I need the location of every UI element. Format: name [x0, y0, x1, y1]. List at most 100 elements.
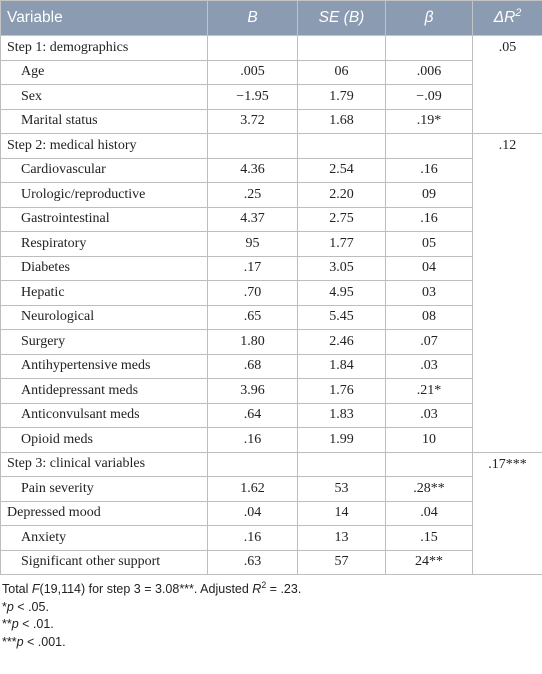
text: ** [2, 617, 12, 631]
value-cell: 1.99 [297, 427, 386, 453]
value-cell: .17 [207, 255, 298, 281]
value-cell: 03 [385, 280, 473, 306]
empty-cell [207, 35, 298, 61]
data-row: Age .005 06.006 [0, 59, 542, 85]
text: < .01. [18, 617, 54, 631]
data-row: Marital status 3.72 1.68.19* [0, 108, 542, 134]
text: = .23. [266, 582, 302, 596]
data-row: Diabetes .17 3.05 04 [0, 255, 542, 281]
value-cell: 2.20 [297, 182, 386, 208]
value-cell: .16 [385, 206, 473, 232]
regression-table: Variable B SE (B) β ΔR2 Step 1: demograp… [0, 0, 542, 575]
value-cell: 1.80 [207, 329, 298, 355]
value-cell: 14 [297, 500, 386, 526]
footnotes: Total F(19,114) for step 3 = 3.08***. Ad… [0, 575, 542, 651]
data-row: Hepatic .70 4.95 03 [0, 280, 542, 306]
step-row: Step 3: clinical variables .17*** [0, 451, 542, 575]
variable-label: Pain severity [0, 476, 208, 502]
value-cell: .16 [385, 157, 473, 183]
variable-label: Depressed mood [0, 500, 208, 526]
delta-r2: .05 [472, 35, 542, 134]
data-row: Gastrointestinal 4.37 2.75.16 [0, 206, 542, 232]
text: p [16, 634, 24, 649]
value-cell: .16 [207, 427, 298, 453]
value-cell: 95 [207, 231, 298, 257]
data-row: Sex −1.95 1.79 −.09 [0, 84, 542, 110]
value-cell: 57 [297, 549, 386, 575]
value-cell: 2.46 [297, 329, 386, 355]
data-row: Surgery 1.80 2.46.07 [0, 329, 542, 355]
value-cell: 04 [385, 255, 473, 281]
header-cell: β [385, 0, 473, 36]
header-cell: SE (B) [297, 0, 386, 36]
table-body: Step 1: demographics .05 Age .005 06.006 Sex −… [0, 35, 542, 575]
text: *** [2, 634, 17, 649]
variable-label: Hepatic [0, 280, 208, 306]
footnote: *p < .05. [2, 599, 542, 617]
variable-label: Opioid meds [0, 427, 208, 453]
text: Total [2, 582, 32, 596]
data-row: Pain severity 1.62 53.28** [0, 476, 542, 502]
text: p [11, 617, 19, 631]
value-cell: 3.05 [297, 255, 386, 281]
value-cell: .03 [385, 353, 473, 379]
text: < .001. [23, 634, 66, 649]
text: * [2, 599, 7, 614]
header-cell: B [207, 0, 298, 36]
footnote: **p < .01. [2, 616, 542, 634]
empty-cell [297, 35, 386, 61]
data-row: Urologic/reproductive .25 2.20 09 [0, 182, 542, 208]
variable-label: Respiratory [0, 231, 208, 257]
header-row: Variable B SE (B) β ΔR2 [0, 0, 542, 36]
data-row: Significant other support .63 57 24** [0, 549, 542, 575]
value-cell: .03 [385, 402, 473, 428]
empty-cell [385, 451, 473, 477]
data-row: Depressed mood .04 14.04 [0, 500, 542, 526]
empty-cell [297, 451, 386, 477]
value-cell: .07 [385, 329, 473, 355]
value-cell: 08 [385, 304, 473, 330]
value-cell: 1.83 [297, 402, 386, 428]
value-cell: 1.77 [297, 231, 386, 257]
value-cell: .70 [207, 280, 298, 306]
value-cell: 06 [297, 59, 386, 85]
value-cell: −1.95 [207, 84, 298, 110]
variable-label: Significant other support [0, 549, 208, 575]
variable-label: Anticonvulsant meds [0, 402, 208, 428]
delta-r2: .12 [472, 133, 542, 453]
step-label: Step 2: medical history [0, 133, 208, 159]
value-cell: .63 [207, 549, 298, 575]
value-cell: .21* [385, 378, 473, 404]
value-cell: 2.75 [297, 206, 386, 232]
value-cell: 05 [385, 231, 473, 257]
empty-cell [207, 133, 298, 159]
value-cell: 1.62 [207, 476, 298, 502]
value-cell: .15 [385, 525, 473, 551]
value-cell: .25 [207, 182, 298, 208]
value-cell: .005 [207, 59, 298, 85]
variable-label: Marital status [0, 108, 208, 134]
step-label: Step 1: demographics [0, 35, 208, 61]
empty-cell [385, 133, 473, 159]
value-cell: 13 [297, 525, 386, 551]
value-cell: 1.84 [297, 353, 386, 379]
data-row: Anxiety .16 13.15 [0, 525, 542, 551]
value-cell: .28** [385, 476, 473, 502]
value-cell: 10 [385, 427, 473, 453]
value-cell: .006 [385, 59, 473, 85]
value-cell: 3.72 [207, 108, 298, 134]
variable-label: Cardiovascular [0, 157, 208, 183]
step-row: Step 2: medical history .12 [0, 133, 542, 453]
data-row: Antihypertensive meds .68 1.84.03 [0, 353, 542, 379]
value-cell: .16 [207, 525, 298, 551]
variable-label: Anxiety [0, 525, 208, 551]
value-cell: 5.45 [297, 304, 386, 330]
header-cell: ΔR2 [472, 0, 542, 36]
step-row: Step 1: demographics .05 [0, 35, 542, 134]
variable-label: Antidepressant meds [0, 378, 208, 404]
variable-label: Sex [0, 84, 208, 110]
text: F [31, 582, 40, 596]
footnote: Total F(19,114) for step 3 = 3.08***. Ad… [2, 579, 542, 599]
data-row: Opioid meds .16 1.99 10 [0, 427, 542, 453]
text: 2 [261, 579, 267, 590]
